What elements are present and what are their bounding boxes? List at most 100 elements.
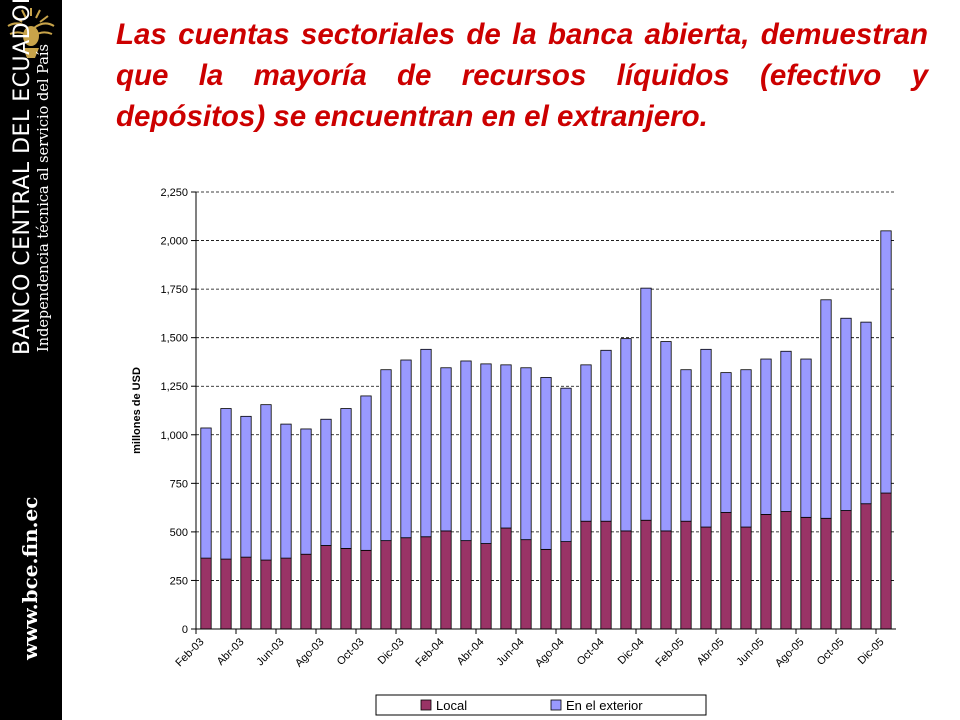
bar-exterior (380, 369, 392, 542)
bar-exterior (440, 367, 452, 532)
bar-exterior (760, 358, 772, 515)
bar-exterior (400, 359, 412, 539)
bar-exterior (580, 364, 592, 522)
bar-local (700, 526, 712, 630)
bar-exterior (420, 348, 432, 538)
x-tick-label: Feb-05 (653, 636, 686, 669)
x-tick-label: Jun-03 (254, 636, 286, 668)
bar-local (260, 559, 272, 630)
bar-exterior (860, 321, 872, 505)
bar-exterior (320, 418, 332, 546)
sidebar: BANCO CENTRAL DEL ECUADOR Independencia … (0, 0, 62, 720)
bar-local (320, 545, 332, 630)
stacked-bar-chart: 0 250 500 750 1,000 1,250 1,500 1,750 2,000 2,250… (131, 187, 896, 716)
legend-box (375, 694, 707, 716)
bar-exterior (660, 341, 672, 532)
x-tick-label: Ago-05 (773, 636, 807, 670)
y-tick-label: 250 (170, 575, 188, 587)
bar-exterior (600, 349, 612, 522)
bar-local (200, 557, 212, 630)
bar-exterior (560, 387, 572, 543)
bar-exterior (520, 367, 532, 541)
x-tick-label: Dic-03 (376, 636, 407, 667)
bar-exterior (540, 377, 552, 550)
condor-crest-icon (7, 8, 55, 58)
bar-exterior (500, 364, 512, 529)
y-tick-label: 1,500 (160, 333, 188, 345)
x-tick-label: Oct-04 (575, 636, 607, 668)
bar-exterior (840, 317, 852, 511)
y-tick-label: 1,750 (160, 284, 188, 296)
bar-exterior (300, 428, 312, 555)
x-tick-label: Dic-05 (856, 636, 887, 667)
bar-exterior (460, 360, 472, 542)
bar-exterior (480, 363, 492, 544)
bar-local (780, 511, 792, 630)
bar-exterior (700, 348, 712, 528)
bar-local (480, 543, 492, 630)
bar-exterior (360, 395, 372, 551)
bar-exterior (740, 369, 752, 528)
bar-exterior (680, 369, 692, 522)
bar-exterior (220, 408, 232, 560)
y-tick-label: 1,000 (160, 430, 188, 442)
x-tick-label: Feb-04 (413, 636, 446, 669)
bar-local (220, 558, 232, 630)
legend-swatch-exterior (550, 699, 562, 711)
legend-label-local: Local (436, 698, 467, 713)
bar-local (380, 540, 392, 630)
bar-local (500, 527, 512, 630)
bar-local (840, 510, 852, 630)
bar-local (240, 556, 252, 630)
bar-exterior (880, 230, 892, 494)
x-tick-label: Abr-04 (455, 636, 487, 668)
bar-exterior (280, 423, 292, 559)
y-tick-label: 500 (170, 527, 188, 539)
headline: Las cuentas sectoriales de la banca abie… (116, 18, 928, 133)
bar-local (400, 537, 412, 630)
y-tick-label: 750 (170, 478, 188, 490)
bar-local (800, 516, 812, 630)
bar-exterior (800, 358, 812, 518)
bar-local (740, 526, 752, 630)
x-tick-label: Jun-05 (734, 636, 766, 668)
bar-local (820, 517, 832, 630)
x-tick-label: Oct-03 (335, 636, 367, 668)
bar-exterior (720, 372, 732, 513)
y-tick-label: 0 (182, 624, 188, 636)
bar-local (420, 536, 432, 630)
bar-local (760, 514, 772, 630)
bar-exterior (820, 299, 832, 519)
x-tick-label: Oct-05 (815, 636, 847, 668)
bar-exterior (780, 350, 792, 512)
bar-exterior (200, 427, 212, 559)
bar-local (460, 540, 472, 630)
y-axis-label: millones de USD (131, 367, 143, 454)
y-tick-label: 2,000 (160, 236, 188, 248)
bar-local (440, 530, 452, 630)
bar-local (720, 512, 732, 630)
legend-label-exterior: En el exterior (566, 698, 643, 713)
y-tick-label: 2,250 (160, 187, 188, 199)
x-tick-label: Ago-04 (533, 636, 567, 670)
bank-url[interactable]: www.bce.fin.ec (18, 496, 42, 660)
bar-local (280, 557, 292, 630)
bar-local (640, 519, 652, 630)
legend-swatch-local (420, 699, 432, 711)
x-tick-label: Dic-04 (616, 636, 647, 667)
bar-local (600, 520, 612, 630)
x-tick-label: Ago-03 (293, 636, 327, 670)
bar-exterior (260, 404, 272, 561)
bar-local (880, 492, 892, 630)
x-tick-label: Abr-03 (215, 636, 247, 668)
bar-local (300, 553, 312, 630)
bank-name: BANCO CENTRAL DEL ECUADOR (10, 0, 35, 355)
bar-local (580, 520, 592, 630)
bar-exterior (340, 408, 352, 549)
bank-tagline: Independencia técnica al servicio del Pa… (36, 44, 52, 352)
bar-local (360, 549, 372, 630)
y-tick-label: 1,250 (160, 381, 188, 393)
bar-local (340, 547, 352, 630)
x-tick-label: Jun-04 (494, 636, 526, 668)
bar-exterior (620, 338, 632, 532)
